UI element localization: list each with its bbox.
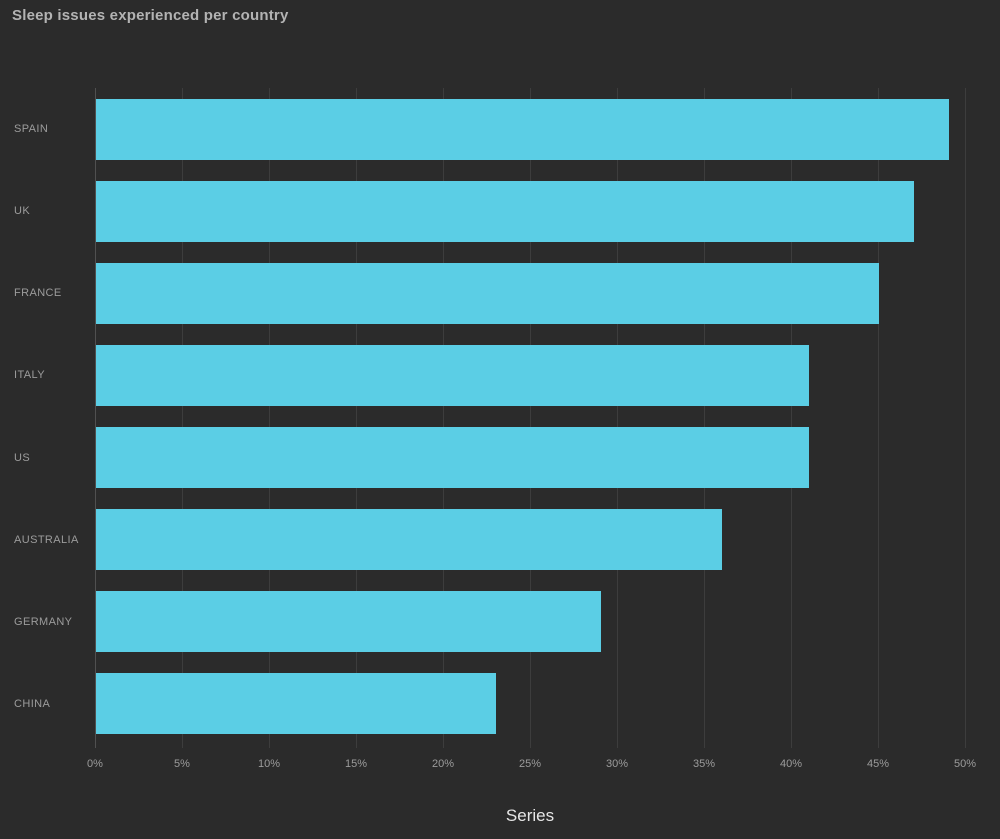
gridline-35% [704,88,705,748]
x-axis-line [95,88,96,748]
gridline-50% [965,88,966,748]
bar-germany[interactable] [96,591,601,653]
gridline-45% [878,88,879,748]
x-tick-label-0%: 0% [87,758,103,770]
chart-title: Sleep issues experienced per country [12,7,289,24]
bar-uk[interactable] [96,180,914,242]
x-tick-label-50%: 50% [953,758,977,770]
bar-china[interactable] [96,673,497,735]
gridline-15% [356,88,357,748]
x-tick-label-5%: 5% [174,758,190,770]
x-tick-label-10%: 10% [257,758,281,770]
gridline-25% [530,88,531,748]
gridline-10% [269,88,270,748]
y-axis-label-france: FRANCE [14,287,62,300]
x-tick-label-45%: 45% [866,758,890,770]
bar-italy[interactable] [96,344,810,406]
x-axis-title: Series [505,806,555,825]
gridline-20% [443,88,444,748]
y-axis-label-spain: SPAIN [14,123,49,136]
y-axis-label-germany: GERMANY [14,615,73,628]
plot-area [95,88,966,748]
gridline-5% [182,88,183,748]
bar-australia[interactable] [96,509,723,571]
x-tick-label-30%: 30% [605,758,629,770]
y-axis-label-china: CHINA [14,697,51,710]
x-tick-label-40%: 40% [779,758,803,770]
bar-france[interactable] [96,262,879,324]
gridline-30% [617,88,618,748]
x-tick-label-20%: 20% [431,758,455,770]
x-tick-label-35%: 35% [692,758,716,770]
y-axis-label-australia: AUSTRALIA [14,533,79,546]
x-tick-label-25%: 25% [518,758,542,770]
y-axis-label-us: US [14,451,31,464]
y-axis-label-uk: UK [14,205,31,218]
x-tick-label-15%: 15% [344,758,368,770]
bar-spain[interactable] [96,98,949,160]
y-axis-label-italy: ITALY [14,369,45,382]
bar-us[interactable] [96,427,810,489]
gridline-40% [791,88,792,748]
